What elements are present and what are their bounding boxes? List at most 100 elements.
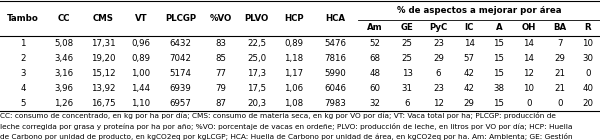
Text: 3,16: 3,16 bbox=[54, 69, 73, 78]
Text: 6939: 6939 bbox=[170, 84, 191, 93]
Text: 7042: 7042 bbox=[170, 54, 192, 63]
Text: 14: 14 bbox=[464, 39, 475, 48]
Text: 13: 13 bbox=[402, 69, 413, 78]
Text: 30: 30 bbox=[583, 54, 593, 63]
Text: 0: 0 bbox=[526, 99, 532, 108]
Text: 25,0: 25,0 bbox=[247, 54, 266, 63]
Text: 5990: 5990 bbox=[324, 69, 346, 78]
Text: 14: 14 bbox=[523, 54, 535, 63]
Text: 1,17: 1,17 bbox=[284, 69, 304, 78]
Text: 83: 83 bbox=[215, 39, 226, 48]
Text: 12: 12 bbox=[523, 69, 535, 78]
Text: 1: 1 bbox=[20, 39, 26, 48]
Text: 23: 23 bbox=[433, 39, 444, 48]
Text: 7: 7 bbox=[557, 39, 563, 48]
Text: 14: 14 bbox=[523, 39, 535, 48]
Text: 38: 38 bbox=[493, 84, 504, 93]
Text: 3: 3 bbox=[20, 69, 26, 78]
Text: 10: 10 bbox=[523, 84, 535, 93]
Text: 60: 60 bbox=[369, 84, 380, 93]
Text: 1,10: 1,10 bbox=[131, 99, 151, 108]
Text: Tambo: Tambo bbox=[7, 14, 39, 23]
Text: 32: 32 bbox=[369, 99, 380, 108]
Text: HCP: HCP bbox=[284, 14, 304, 23]
Text: 57: 57 bbox=[464, 54, 475, 63]
Text: 15,12: 15,12 bbox=[91, 69, 115, 78]
Text: PyC: PyC bbox=[430, 23, 448, 32]
Text: 19,20: 19,20 bbox=[91, 54, 115, 63]
Text: 6957: 6957 bbox=[170, 99, 191, 108]
Text: 12: 12 bbox=[433, 99, 444, 108]
Text: 10: 10 bbox=[583, 39, 593, 48]
Text: 0,96: 0,96 bbox=[131, 39, 151, 48]
Text: 15: 15 bbox=[493, 39, 504, 48]
Text: 25: 25 bbox=[402, 39, 413, 48]
Text: 1,26: 1,26 bbox=[54, 99, 73, 108]
Text: 17,3: 17,3 bbox=[247, 69, 266, 78]
Text: PLCGP: PLCGP bbox=[165, 14, 196, 23]
Text: 1,00: 1,00 bbox=[131, 69, 151, 78]
Text: 21: 21 bbox=[555, 69, 566, 78]
Text: GE: GE bbox=[401, 23, 413, 32]
Text: 5174: 5174 bbox=[170, 69, 192, 78]
Text: % de aspectos a mejorar por área: % de aspectos a mejorar por área bbox=[397, 6, 561, 15]
Text: BA: BA bbox=[554, 23, 567, 32]
Text: 1,44: 1,44 bbox=[131, 84, 151, 93]
Text: 79: 79 bbox=[215, 84, 226, 93]
Text: 4: 4 bbox=[20, 84, 26, 93]
Text: 7816: 7816 bbox=[324, 54, 346, 63]
Text: 17,31: 17,31 bbox=[91, 39, 115, 48]
Text: Am: Am bbox=[367, 23, 383, 32]
Text: 0,89: 0,89 bbox=[131, 54, 151, 63]
Text: 6046: 6046 bbox=[324, 84, 346, 93]
Text: 17,5: 17,5 bbox=[247, 84, 266, 93]
Text: VT: VT bbox=[134, 14, 147, 23]
Text: 31: 31 bbox=[402, 84, 413, 93]
Text: 5,08: 5,08 bbox=[54, 39, 73, 48]
Text: 16,75: 16,75 bbox=[91, 99, 115, 108]
Text: R: R bbox=[584, 23, 591, 32]
Text: CC: consumo de concentrado, en kg por ha por día; CMS: consumo de materia seca, : CC: consumo de concentrado, en kg por ha… bbox=[0, 112, 556, 119]
Text: 20: 20 bbox=[583, 99, 593, 108]
Text: 68: 68 bbox=[369, 54, 380, 63]
Text: 7983: 7983 bbox=[324, 99, 346, 108]
Text: 6: 6 bbox=[436, 69, 442, 78]
Text: 0: 0 bbox=[585, 69, 591, 78]
Text: 5: 5 bbox=[20, 99, 26, 108]
Text: 2: 2 bbox=[20, 54, 26, 63]
Text: leche corregida por grasa y proteína por ha por año; %VO: porcentaje de vacas en: leche corregida por grasa y proteína por… bbox=[0, 122, 572, 130]
Text: de Carbono por unidad de producto, en kgCO2eq por kgLCGP; HCA: Huella de Carbono: de Carbono por unidad de producto, en kg… bbox=[0, 133, 572, 140]
Text: 42: 42 bbox=[464, 69, 475, 78]
Text: 1,18: 1,18 bbox=[284, 54, 304, 63]
Text: 87: 87 bbox=[215, 99, 226, 108]
Text: 23: 23 bbox=[433, 84, 444, 93]
Text: 6: 6 bbox=[404, 99, 410, 108]
Text: 85: 85 bbox=[215, 54, 226, 63]
Text: 1,06: 1,06 bbox=[284, 84, 304, 93]
Text: 5476: 5476 bbox=[324, 39, 346, 48]
Text: 21: 21 bbox=[555, 84, 566, 93]
Text: 15: 15 bbox=[493, 99, 504, 108]
Text: 22,5: 22,5 bbox=[247, 39, 266, 48]
Text: 15: 15 bbox=[493, 54, 504, 63]
Text: %VO: %VO bbox=[209, 14, 232, 23]
Text: 29: 29 bbox=[464, 99, 475, 108]
Text: 15: 15 bbox=[493, 69, 504, 78]
Text: 48: 48 bbox=[369, 69, 380, 78]
Text: 29: 29 bbox=[433, 54, 444, 63]
Text: 25: 25 bbox=[402, 54, 413, 63]
Text: 1,08: 1,08 bbox=[284, 99, 304, 108]
Text: 40: 40 bbox=[583, 84, 593, 93]
Text: 52: 52 bbox=[369, 39, 380, 48]
Text: 13,92: 13,92 bbox=[91, 84, 115, 93]
Text: 20,3: 20,3 bbox=[247, 99, 266, 108]
Text: CC: CC bbox=[58, 14, 70, 23]
Text: 3,96: 3,96 bbox=[55, 84, 73, 93]
Text: 77: 77 bbox=[215, 69, 226, 78]
Text: 6432: 6432 bbox=[170, 39, 192, 48]
Text: 42: 42 bbox=[464, 84, 475, 93]
Text: OH: OH bbox=[522, 23, 536, 32]
Text: 0: 0 bbox=[557, 99, 563, 108]
Text: 3,46: 3,46 bbox=[54, 54, 73, 63]
Text: CMS: CMS bbox=[92, 14, 113, 23]
